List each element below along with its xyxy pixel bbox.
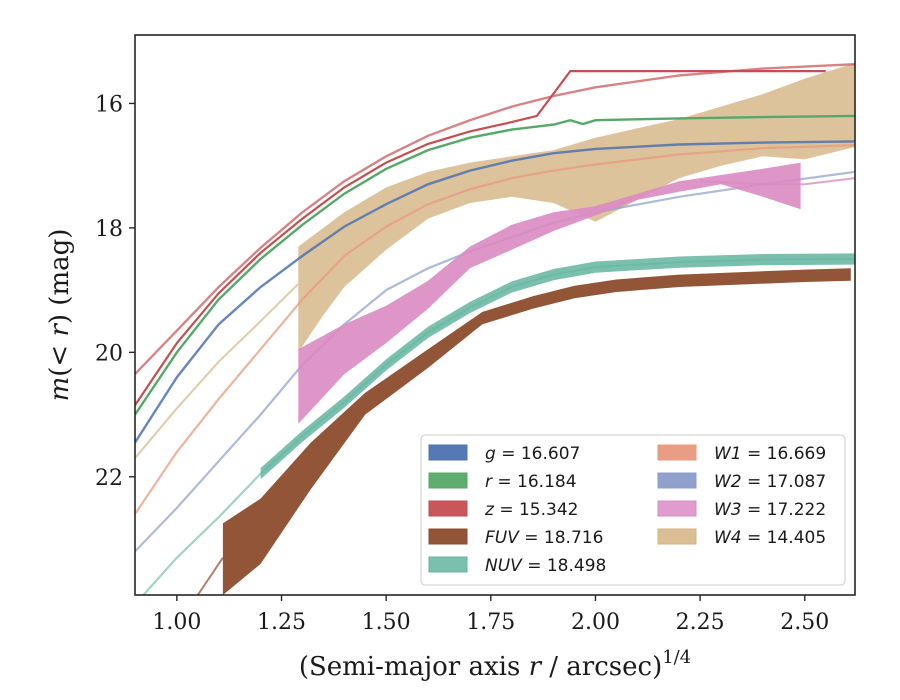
legend-swatch-FUV (428, 528, 468, 545)
x-tick-label: 1.25 (257, 610, 306, 635)
series-g-line (135, 140, 855, 444)
x-tick-label: 1.50 (362, 610, 411, 635)
legend-label-NUV: NUV = 18.498 (485, 556, 606, 576)
x-axis-title: (Semi-major axis r / arcsec)1/4 (299, 647, 691, 682)
x-tick-label: 2.50 (780, 610, 829, 635)
x-tick-label: 2.00 (571, 610, 620, 635)
legend-label-W2: W2 = 17.087 (714, 472, 826, 492)
y-tick-label: 20 (95, 341, 123, 366)
legend-swatch-W1 (657, 444, 697, 461)
legend-eq-g: = 16.607 (496, 444, 581, 464)
x-tick-label: 1.00 (152, 610, 201, 635)
series-group (135, 63, 855, 595)
legend-label-z: z = 15.342 (484, 500, 578, 520)
series-W3-band (298, 162, 801, 424)
y-tick-label: 18 (95, 217, 123, 242)
x-tick-label: 2.25 (676, 610, 725, 635)
legend-swatch-r (428, 472, 468, 489)
legend-var-NUV: NUV (485, 556, 523, 576)
series-W4-line (135, 283, 300, 459)
legend-var-W2: W2 (714, 472, 742, 492)
legend-label-W1: W1 = 16.669 (714, 444, 826, 464)
x-axis-title-sup: 1/4 (662, 647, 691, 668)
series-W4-band (298, 63, 855, 353)
legend-swatch-W4 (657, 528, 697, 545)
axes: 1.00 1.25 1.50 1.75 2.00 2.25 2.50 16 18 20 22 (Sem… (45, 34, 856, 682)
series-W1-line (135, 144, 855, 515)
legend-eq-z: = 15.342 (494, 500, 579, 520)
y-axis-title-m: m (45, 377, 75, 402)
legend-var-W1: W1 (714, 444, 742, 464)
plot-frame (134, 34, 856, 596)
legend-var-z: z (484, 500, 495, 520)
legend-eq-r: = 16.184 (492, 472, 577, 492)
legend-eq-FUV: = 18.716 (519, 528, 604, 548)
y-axis-title-unit: (mag) (45, 229, 75, 314)
legend-eq-W1: = 16.669 (742, 444, 827, 464)
legend-label-g: g = 16.607 (485, 444, 580, 464)
y-axis-title-r: r (45, 323, 75, 345)
x-axis-title-pre: (Semi-major axis (299, 652, 529, 682)
series-FUV-extension (196, 557, 224, 595)
legend-swatch-z (428, 500, 468, 517)
legend-eq-W4: = 14.405 (742, 528, 827, 548)
legend-var-r: r (485, 472, 493, 492)
y-axis-title: m(< r) (mag) (45, 229, 75, 402)
legend-label-W3: W3 = 17.222 (714, 500, 826, 520)
legend-var-W4: W4 (714, 528, 742, 548)
legend-swatch-g (428, 444, 468, 461)
legend-label-FUV: FUV = 18.716 (485, 528, 603, 548)
legend-var-FUV: FUV (485, 528, 520, 548)
series-FUV-band (222, 268, 851, 595)
legend-var-W3: W3 (714, 500, 742, 520)
x-axis-title-var: r (529, 652, 543, 682)
legend-eq-W3: = 17.222 (742, 500, 827, 520)
legend-box (420, 434, 846, 586)
plot-area (135, 63, 855, 595)
series-z-smooth-line (135, 63, 855, 375)
x-axis-title-post: / arcsec) (541, 652, 662, 682)
series-NUV-band (260, 253, 855, 480)
y-axis-title-rp: ) (45, 314, 75, 324)
legend-eq-W2: = 17.087 (742, 472, 827, 492)
legend-swatch-W2 (657, 472, 697, 489)
legend-var-g: g (485, 444, 496, 464)
series-W3-line (700, 177, 855, 186)
x-tick-label: 1.75 (466, 610, 515, 635)
y-tick-label: 22 (95, 466, 123, 491)
series-z-line (135, 70, 826, 406)
legend-label-r: r = 16.184 (485, 472, 577, 492)
legend-label-W4: W4 = 14.405 (714, 528, 826, 548)
legend-swatch-W3 (657, 500, 697, 517)
y-tick-label: 16 (95, 92, 123, 117)
series-W2-line (135, 170, 855, 553)
legend-eq-NUV: = 18.498 (522, 556, 607, 576)
y-axis-title-lt: < (45, 345, 75, 367)
y-axis-title-lp: ( (45, 367, 75, 377)
legend-swatch-NUV (428, 556, 468, 573)
series-r-line (135, 114, 855, 416)
